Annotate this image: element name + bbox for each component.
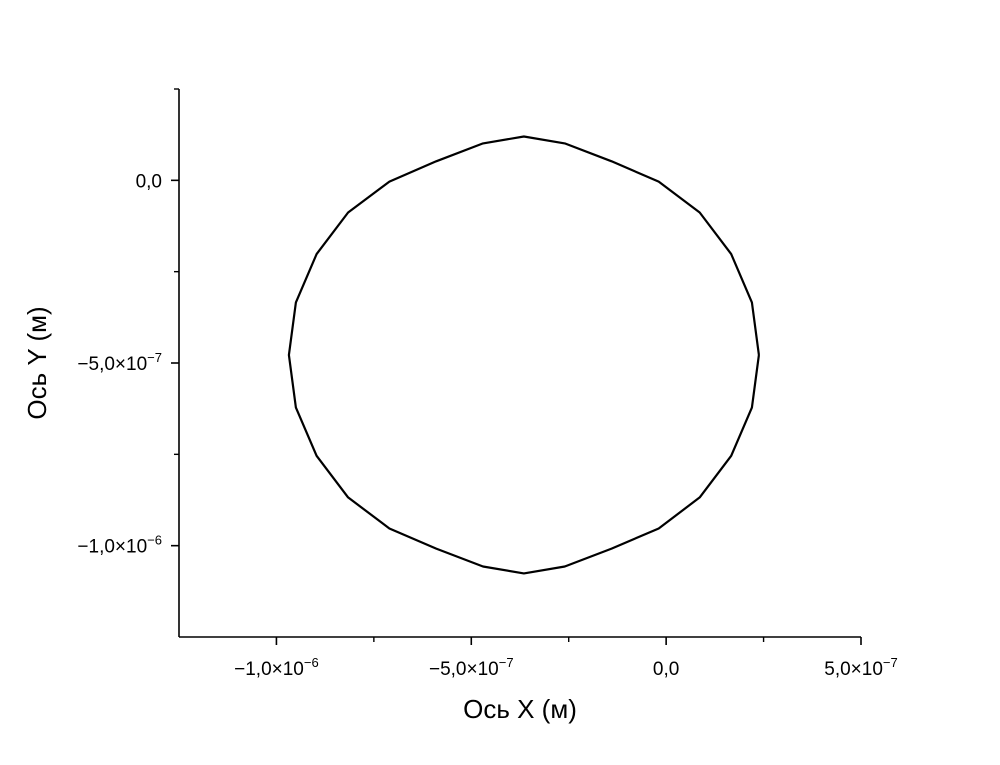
x-tick-label-exponent: −7 bbox=[499, 655, 514, 670]
y-tick-label: −5,0×10−7 bbox=[77, 350, 162, 375]
y-axis-title: Ось Y (м) bbox=[22, 306, 52, 419]
x-tick-label: −5,0×10−7 bbox=[429, 655, 514, 680]
x-tick-label-mantissa: −5,0×10 bbox=[429, 659, 499, 680]
y-tick-label: −1,0×10−6 bbox=[77, 533, 162, 558]
ticks bbox=[171, 88, 862, 645]
x-tick-label-mantissa: 5,0×10 bbox=[824, 659, 883, 680]
series-line-0 bbox=[287, 135, 760, 575]
x-axis-title: Ось X (м) bbox=[463, 694, 577, 724]
x-tick-label-mantissa: 0,0 bbox=[653, 659, 679, 680]
x-tick-label-exponent: −7 bbox=[883, 655, 898, 670]
x-tick-label: 5,0×10−7 bbox=[824, 655, 897, 680]
y-tick-label-exponent: −6 bbox=[147, 533, 162, 548]
y-tick-label: 0,0 bbox=[136, 171, 162, 192]
tick-labels: −1,0×10−6 −5,0×10−7 0,0 5,0×10−70,0−5,0×10−… bbox=[77, 171, 897, 680]
y-tick-label-exponent: −7 bbox=[147, 350, 162, 365]
x-tick-label-exponent: −6 bbox=[304, 655, 319, 670]
x-tick-label-mantissa: −1,0×10 bbox=[234, 659, 304, 680]
y-tick-label-mantissa: −5,0×10 bbox=[77, 354, 147, 375]
x-tick-label: −1,0×10−6 bbox=[234, 655, 319, 680]
series-layer bbox=[287, 135, 760, 575]
y-tick-label-mantissa: −1,0×10 bbox=[77, 537, 147, 558]
x-tick-label: 0,0 bbox=[653, 659, 679, 680]
y-tick-label-mantissa: 0,0 bbox=[136, 171, 162, 192]
